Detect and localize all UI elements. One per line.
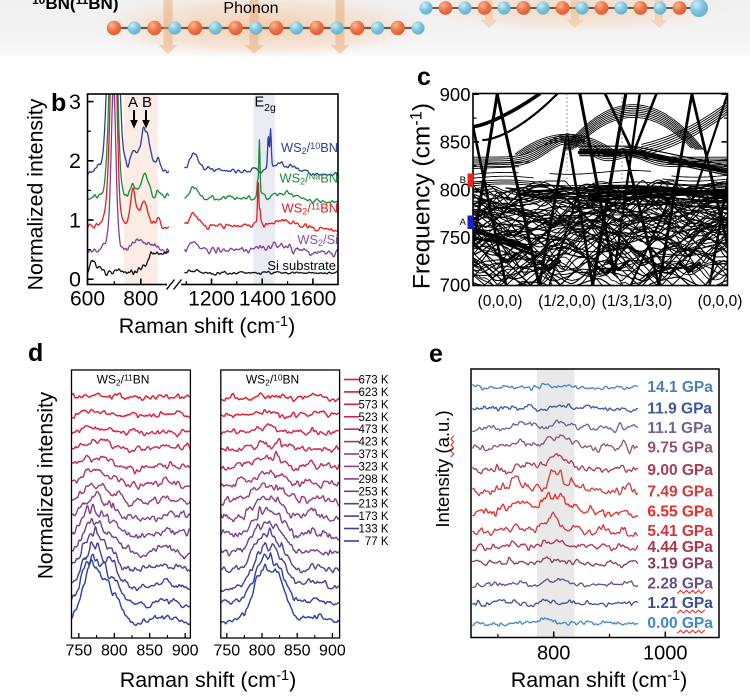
svg-text:253 K: 253 K: [358, 486, 388, 498]
svg-text:700: 700: [440, 275, 471, 296]
svg-text:77 K: 77 K: [365, 536, 389, 548]
svg-text:800: 800: [537, 643, 570, 665]
svg-text:WS2/11BN: WS2/11BN: [282, 201, 338, 217]
svg-text:600: 600: [70, 288, 105, 311]
svg-text:323 K: 323 K: [358, 461, 388, 473]
svg-text:7.49 GPa: 7.49 GPa: [647, 483, 713, 500]
svg-text:0: 0: [69, 268, 81, 292]
svg-text:900: 900: [440, 84, 471, 105]
svg-text:b: b: [51, 89, 66, 117]
svg-text:623 K: 623 K: [358, 387, 388, 399]
svg-text:9.00 GPa: 9.00 GPa: [647, 462, 713, 479]
svg-text:1400: 1400: [239, 288, 286, 311]
svg-text:3.19 GPa: 3.19 GPa: [647, 556, 713, 573]
svg-text:573 K: 573 K: [358, 399, 388, 411]
svg-text:1600: 1600: [290, 288, 337, 311]
svg-text:Raman shift (cm-1): Raman shift (cm-1): [119, 314, 296, 338]
svg-text:11.9 GPa: 11.9 GPa: [647, 400, 712, 417]
svg-text:850: 850: [284, 643, 311, 660]
svg-text:6.55 GPa: 6.55 GPa: [647, 504, 713, 521]
svg-text:WS2/Si: WS2/Si: [297, 232, 338, 248]
svg-text:A: A: [460, 217, 467, 228]
svg-text:WS2/NaBN: WS2/NaBN: [280, 171, 339, 187]
svg-text:Si substrate: Si substrate: [267, 258, 336, 273]
svg-text:750: 750: [213, 643, 240, 660]
svg-text:2.28 GPa: 2.28 GPa: [647, 575, 713, 592]
svg-text:800: 800: [101, 643, 128, 660]
svg-text:673 K: 673 K: [358, 375, 388, 387]
svg-text:Raman shift (cm-1): Raman shift (cm-1): [511, 668, 688, 692]
svg-text:1: 1: [69, 208, 81, 232]
svg-text:800: 800: [440, 179, 471, 200]
svg-text:c: c: [417, 63, 431, 91]
svg-text:Normalized intensity: Normalized intensity: [24, 98, 48, 290]
svg-text:(0,0,0): (0,0,0): [698, 293, 743, 310]
svg-text:800: 800: [123, 288, 158, 311]
svg-text:523 K: 523 K: [358, 412, 388, 424]
svg-text:850: 850: [136, 643, 163, 660]
svg-text:750: 750: [440, 227, 471, 248]
svg-text:WS2/10BN: WS2/10BN: [246, 373, 299, 388]
svg-text:173 K: 173 K: [358, 511, 388, 523]
svg-text:3: 3: [69, 90, 81, 114]
svg-text:4.44 GPa: 4.44 GPa: [647, 539, 713, 556]
svg-text:Intensity (a.u.): Intensity (a.u.): [432, 410, 453, 527]
svg-text:9.75 GPa: 9.75 GPa: [647, 440, 713, 457]
svg-text:423 K: 423 K: [358, 437, 388, 449]
svg-text:900: 900: [172, 643, 199, 660]
svg-text:Frequency (cm-1): Frequency (cm-1): [408, 103, 436, 289]
svg-text:1200: 1200: [188, 288, 235, 311]
svg-text:850: 850: [440, 132, 471, 153]
svg-text:0.00 GPa: 0.00 GPa: [647, 615, 713, 632]
svg-text:Phonon: Phonon: [223, 0, 278, 17]
svg-text:Raman shift (cm-1): Raman shift (cm-1): [120, 668, 297, 692]
svg-text:298 K: 298 K: [358, 474, 388, 486]
svg-text:11.1 GPa: 11.1 GPa: [647, 420, 712, 437]
svg-text:14.1 GPa: 14.1 GPa: [647, 379, 713, 396]
svg-text:1.21 GPa: 1.21 GPa: [647, 595, 713, 612]
svg-text:(1/2,0,0): (1/2,0,0): [538, 293, 596, 310]
svg-text:5.41 GPa: 5.41 GPa: [647, 523, 713, 540]
svg-text:373 K: 373 K: [358, 449, 388, 461]
svg-text:WS2/11BN: WS2/11BN: [97, 373, 150, 388]
svg-text:213 K: 213 K: [358, 499, 388, 511]
svg-text:WS2/10BN: WS2/10BN: [281, 140, 338, 156]
svg-text:800: 800: [249, 643, 276, 660]
svg-text:B: B: [142, 94, 152, 111]
svg-text:473 K: 473 K: [358, 424, 388, 436]
svg-text:(1/3,1/3,0): (1/3,1/3,0): [602, 293, 673, 310]
svg-text:d: d: [28, 339, 43, 367]
svg-text:2: 2: [69, 149, 81, 173]
svg-text:1000: 1000: [643, 643, 688, 665]
svg-text:Normalized intensity: Normalized intensity: [35, 391, 58, 579]
svg-text:900: 900: [319, 643, 346, 660]
svg-text:(0,0,0): (0,0,0): [478, 293, 523, 310]
svg-text:e: e: [429, 340, 443, 368]
svg-text:10BN(11BN): 10BN(11BN): [32, 0, 118, 13]
svg-text:750: 750: [65, 643, 92, 660]
svg-text:A: A: [128, 94, 138, 111]
svg-text:B: B: [460, 175, 466, 186]
svg-text:133 K: 133 K: [358, 524, 388, 536]
